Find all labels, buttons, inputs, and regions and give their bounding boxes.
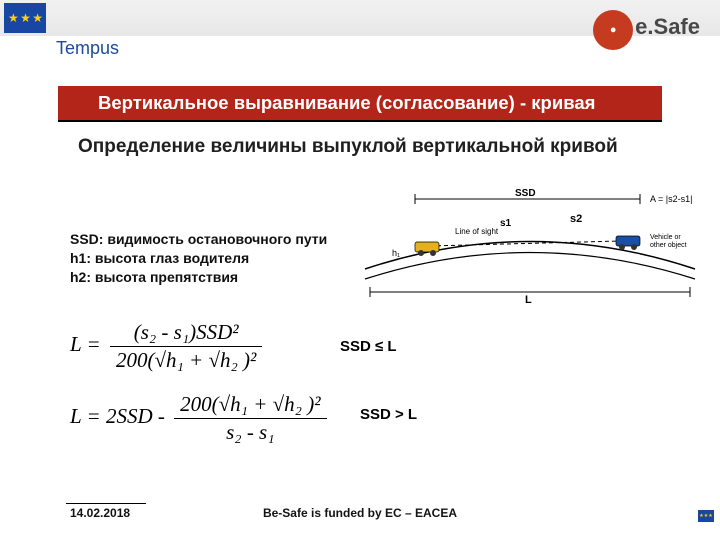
footer-center: Be-Safe is funded by EC – EACEA (0, 506, 720, 520)
label-s1: s1 (500, 218, 512, 229)
eu-flag: ★ ★ ★ (4, 3, 46, 33)
vertical-curve-diagram: SSD L s1 s2 h₁ Line of sight Vehicle or … (360, 184, 700, 304)
subtitle: Определение величины выпуклой вертикальн… (78, 136, 638, 159)
title-underline (58, 120, 662, 122)
esafe-logo: ●e.Safe (593, 10, 700, 50)
label-h1: h₁ (392, 248, 400, 258)
tempus-label: Tempus (56, 38, 119, 59)
formula-2: L = 2SSD - 200(√h₁ + √h₂ )² s₂ - s₁ (70, 392, 327, 445)
footer-eu-flag-icon: ★★★ (698, 510, 714, 522)
label-vehicle: Vehicle or (650, 234, 681, 241)
label-L: L (525, 294, 532, 304)
label-los: Line of sight (455, 227, 499, 236)
condition-1: SSD ≤ L (340, 338, 397, 355)
title-bar: Вертикальное выравнивание (согласование)… (58, 86, 662, 120)
label-s2: s2 (570, 213, 582, 225)
label-ssd: SSD (515, 188, 536, 199)
def-h2: h2: высота препятствия (70, 268, 327, 287)
svg-text:other object: other object (650, 242, 687, 249)
title-text: Вертикальное выравнивание (согласование)… (58, 92, 595, 113)
def-ssd: SSD: видимость остановочного пути (70, 230, 327, 249)
page-number: 48 (682, 507, 696, 522)
condition-2: SSD > L (360, 406, 417, 423)
def-h1: h1: высота глаз водителя (70, 249, 327, 268)
label-A: A = |s2-s1| (650, 194, 692, 204)
formula-1: L = (s₂ - s₁)SSD² 200(√h₁ + √h₂ )² (70, 320, 262, 373)
definitions-block: SSD: видимость остановочного пути h1: вы… (70, 230, 327, 287)
